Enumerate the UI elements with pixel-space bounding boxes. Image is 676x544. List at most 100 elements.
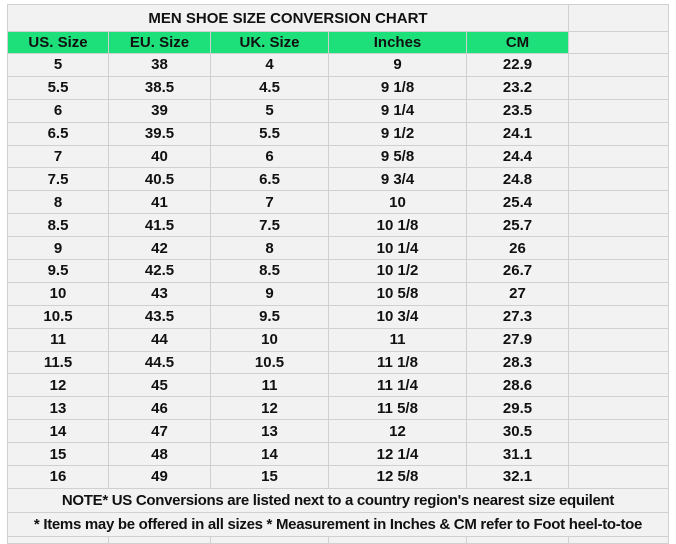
empty-cell[interactable] [568,4,669,32]
empty-cell[interactable] [568,190,669,215]
empty-cell[interactable] [568,396,669,421]
cell-cm[interactable]: 26.7 [466,259,569,283]
cell-eu-size[interactable]: 39.5 [108,121,211,146]
cell-us-size[interactable]: 10.5 [7,304,109,329]
cell-eu-size[interactable]: 43.5 [108,304,211,329]
cell-eu-size[interactable]: 40.5 [108,167,211,192]
cell-cm[interactable]: 26 [466,236,569,261]
cell-us-size[interactable]: 5 [7,53,109,77]
empty-cell[interactable] [568,236,669,261]
cell-cm[interactable]: 28.3 [466,350,569,375]
cell-inches[interactable]: 10 1/8 [328,213,467,238]
cell-inches[interactable]: 11 5/8 [328,396,467,421]
cell-uk-size[interactable]: 5 [210,98,329,123]
cell-cm[interactable]: 27.9 [466,327,569,352]
cell-us-size[interactable]: 10 [7,281,109,306]
cell-inches[interactable]: 9 1/4 [328,98,467,123]
cell-eu-size[interactable]: 39 [108,98,211,123]
note-text[interactable]: NOTE* US Conversions are listed next to … [7,487,669,513]
cell-inches[interactable]: 12 [328,419,467,444]
cell-eu-size[interactable]: 49 [108,465,211,489]
cell-us-size[interactable]: 11.5 [7,350,109,375]
cell-uk-size[interactable]: 11 [210,373,329,398]
cell-us-size[interactable]: 6.5 [7,121,109,146]
cell-eu-size[interactable]: 46 [108,396,211,421]
cell-inches[interactable]: 11 1/4 [328,373,467,398]
cell-uk-size[interactable]: 6.5 [210,167,329,192]
cell-eu-size[interactable]: 47 [108,419,211,444]
cell-us-size[interactable]: 9.5 [7,259,109,283]
empty-cell[interactable] [568,327,669,352]
cell-inches[interactable]: 10 5/8 [328,281,467,306]
cell-cm[interactable]: 22.9 [466,53,569,77]
cell-cm[interactable]: 23.2 [466,75,569,100]
cell-us-size[interactable]: 8.5 [7,213,109,238]
cell-cm[interactable]: 24.8 [466,167,569,192]
cell-cm[interactable]: 30.5 [466,419,569,444]
empty-cell[interactable] [568,213,669,238]
header-inches[interactable]: Inches [328,31,467,54]
cell-us-size[interactable]: 11 [7,327,109,352]
cell-cm[interactable]: 25.4 [466,190,569,215]
empty-cell[interactable] [466,535,569,544]
empty-cell[interactable] [568,304,669,329]
cell-us-size[interactable]: 12 [7,373,109,398]
cell-eu-size[interactable]: 38 [108,53,211,77]
cell-us-size[interactable]: 13 [7,396,109,421]
cell-uk-size[interactable]: 5.5 [210,121,329,146]
cell-uk-size[interactable]: 8 [210,236,329,261]
cell-us-size[interactable]: 6 [7,98,109,123]
empty-cell[interactable] [568,465,669,489]
cell-us-size[interactable]: 16 [7,465,109,489]
cell-uk-size[interactable]: 7.5 [210,213,329,238]
cell-cm[interactable]: 32.1 [466,465,569,489]
header-us-size[interactable]: US. Size [7,31,109,54]
empty-cell[interactable] [568,98,669,123]
cell-inches[interactable]: 11 [328,327,467,352]
cell-us-size[interactable]: 8 [7,190,109,215]
cell-us-size[interactable]: 5.5 [7,75,109,100]
cell-uk-size[interactable]: 4.5 [210,75,329,100]
cell-uk-size[interactable]: 13 [210,419,329,444]
empty-cell[interactable] [568,31,669,54]
cell-uk-size[interactable]: 8.5 [210,259,329,283]
cell-inches[interactable]: 9 5/8 [328,144,467,169]
empty-cell[interactable] [568,350,669,375]
cell-uk-size[interactable]: 10.5 [210,350,329,375]
cell-cm[interactable]: 27.3 [466,304,569,329]
cell-cm[interactable]: 28.6 [466,373,569,398]
cell-uk-size[interactable]: 15 [210,465,329,489]
cell-inches[interactable]: 10 1/2 [328,259,467,283]
cell-eu-size[interactable]: 40 [108,144,211,169]
empty-cell[interactable] [7,535,109,544]
cell-eu-size[interactable]: 41 [108,190,211,215]
empty-cell[interactable] [568,167,669,192]
cell-us-size[interactable]: 15 [7,442,109,467]
empty-cell[interactable] [568,259,669,283]
empty-cell[interactable] [108,535,211,544]
cell-inches[interactable]: 12 5/8 [328,465,467,489]
cell-uk-size[interactable]: 14 [210,442,329,467]
cell-us-size[interactable]: 9 [7,236,109,261]
cell-eu-size[interactable]: 42.5 [108,259,211,283]
empty-cell[interactable] [328,535,467,544]
empty-cell[interactable] [568,144,669,169]
cell-uk-size[interactable]: 12 [210,396,329,421]
header-cm[interactable]: CM [466,31,569,54]
empty-cell[interactable] [568,53,669,77]
cell-inches[interactable]: 11 1/8 [328,350,467,375]
cell-uk-size[interactable]: 9.5 [210,304,329,329]
cell-eu-size[interactable]: 42 [108,236,211,261]
cell-inches[interactable]: 9 3/4 [328,167,467,192]
cell-uk-size[interactable]: 6 [210,144,329,169]
cell-cm[interactable]: 24.4 [466,144,569,169]
cell-uk-size[interactable]: 10 [210,327,329,352]
cell-inches[interactable]: 9 [328,53,467,77]
cell-inches[interactable]: 9 1/2 [328,121,467,146]
cell-cm[interactable]: 23.5 [466,98,569,123]
cell-cm[interactable]: 31.1 [466,442,569,467]
cell-inches[interactable]: 10 [328,190,467,215]
cell-eu-size[interactable]: 41.5 [108,213,211,238]
cell-us-size[interactable]: 14 [7,419,109,444]
cell-cm[interactable]: 29.5 [466,396,569,421]
